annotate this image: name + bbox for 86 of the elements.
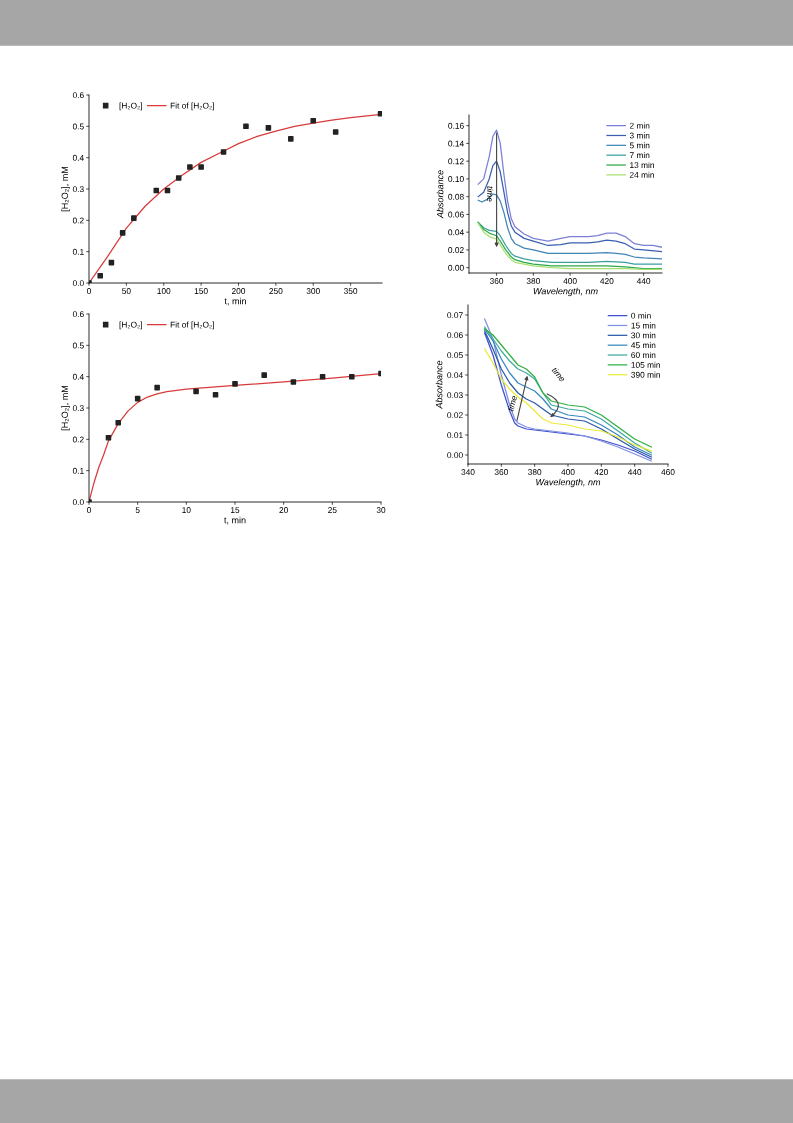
y-tick-label: 0.16 (448, 122, 464, 129)
x-axis-title: Wavelength, nm (536, 478, 601, 488)
x-tick-label: 10 (182, 507, 191, 513)
y-tick-label: 0.08 (448, 193, 464, 200)
y-tick-label: 0.02 (447, 412, 463, 419)
y-tick-label: 0.05 (447, 352, 463, 359)
x-tick-label: 50 (122, 288, 131, 294)
y-tick-label: 0.4 (72, 373, 84, 380)
y-axis-title: Absorbance (435, 360, 443, 410)
legend-label: 30 min (631, 332, 656, 339)
legend-label: Fit of [H₂O₂] (170, 102, 214, 111)
y-tick-label: 0.03 (447, 392, 463, 399)
x-tick-label: 420 (594, 469, 608, 475)
x-tick-label: 440 (627, 469, 642, 475)
x-tick-label: 5 (135, 507, 140, 513)
y-tick-label: 0.1 (72, 248, 84, 255)
legend-label: 7 min (629, 152, 650, 159)
y-tick-label: 0.6 (72, 92, 84, 99)
x-axis-title: t, min (224, 516, 246, 525)
x-tick-label: 360 (494, 469, 508, 475)
legend-label: 105 min (631, 361, 660, 368)
y-tick-label: 0.6 (72, 311, 84, 318)
x-tick-label: 200 (231, 288, 246, 294)
y-tick-label: 0.2 (72, 436, 84, 443)
x-tick-label: 20 (279, 507, 288, 513)
y-tick-label: 0.01 (447, 432, 463, 439)
y-tick-label: 0.4 (72, 154, 84, 161)
y-tick-label: 0.2 (72, 217, 84, 224)
x-tick-label: 380 (526, 278, 540, 284)
legend-label: 5 min (629, 142, 650, 149)
legend-label: 0 min (631, 312, 651, 319)
annotation: time (507, 395, 518, 412)
y-tick-label: 0.0 (72, 280, 84, 287)
x-tick-label: 440 (636, 278, 651, 284)
legend-label: 24 min (629, 171, 654, 178)
x-tick-label: 360 (489, 278, 504, 284)
y-tick-label: 0.06 (447, 332, 463, 339)
y-tick-label: 0.02 (448, 247, 464, 254)
annotation: time (487, 186, 494, 202)
legend-label: 60 min (631, 351, 656, 359)
legend-label: 13 min (630, 161, 654, 169)
x-tick-label: 350 (343, 288, 358, 294)
x-axis-title: t, min (224, 297, 246, 306)
annotation: time (551, 366, 566, 383)
x-tick-label: 30 (376, 507, 386, 513)
x-tick-label: 300 (306, 288, 320, 294)
y-tick-label: 0.07 (447, 312, 463, 319)
x-axis-title: Wavelength, nm (533, 287, 598, 297)
legend-label: 45 min (631, 342, 656, 349)
legend-label: [H₂O₂] (119, 321, 143, 330)
x-tick-label: 380 (528, 469, 542, 475)
y-tick-label: 0.3 (72, 186, 84, 193)
y-axis-title: [H₂O₂], mM (61, 385, 70, 431)
y-tick-label: 0.06 (448, 211, 464, 218)
y-tick-label: 0.04 (448, 229, 464, 236)
y-axis-title: [H₂O₂], mM (61, 166, 70, 212)
y-tick-label: 0.3 (72, 405, 84, 412)
y-tick-label: 0.1 (72, 467, 84, 474)
y-tick-label: 0.04 (447, 372, 463, 379)
x-tick-label: 0 (87, 288, 91, 294)
x-tick-label: 460 (661, 469, 675, 475)
x-tick-label: 420 (600, 278, 614, 284)
x-tick-label: 25 (328, 507, 337, 513)
y-tick-label: 0.14 (448, 140, 464, 147)
y-tick-label: 0.12 (448, 158, 464, 165)
y-tick-label: 0.0 (72, 499, 84, 506)
legend-label: 2 min (629, 122, 650, 129)
y-tick-label: 0.5 (72, 123, 84, 130)
x-tick-label: 15 (231, 507, 240, 513)
legend-label: Fit of [H₂O₂] (170, 321, 214, 330)
x-tick-label: 340 (461, 469, 475, 475)
x-tick-label: 400 (563, 278, 577, 284)
x-tick-label: 150 (194, 288, 208, 294)
y-axis-title: Absorbance (436, 170, 444, 219)
legend-label: 15 min (631, 322, 656, 329)
legend-label: 390 min (631, 371, 660, 378)
y-tick-label: 0.00 (448, 264, 464, 271)
x-tick-label: 250 (269, 288, 283, 294)
legend-label: 3 min (629, 132, 650, 139)
x-tick-label: 100 (157, 288, 171, 294)
x-tick-label: 400 (561, 469, 575, 475)
y-tick-label: 0.10 (448, 176, 464, 183)
y-tick-label: 0.00 (447, 452, 463, 459)
x-tick-label: 0 (87, 507, 91, 513)
y-tick-label: 0.5 (72, 342, 84, 349)
legend-label: [H₂O₂] (119, 102, 143, 111)
